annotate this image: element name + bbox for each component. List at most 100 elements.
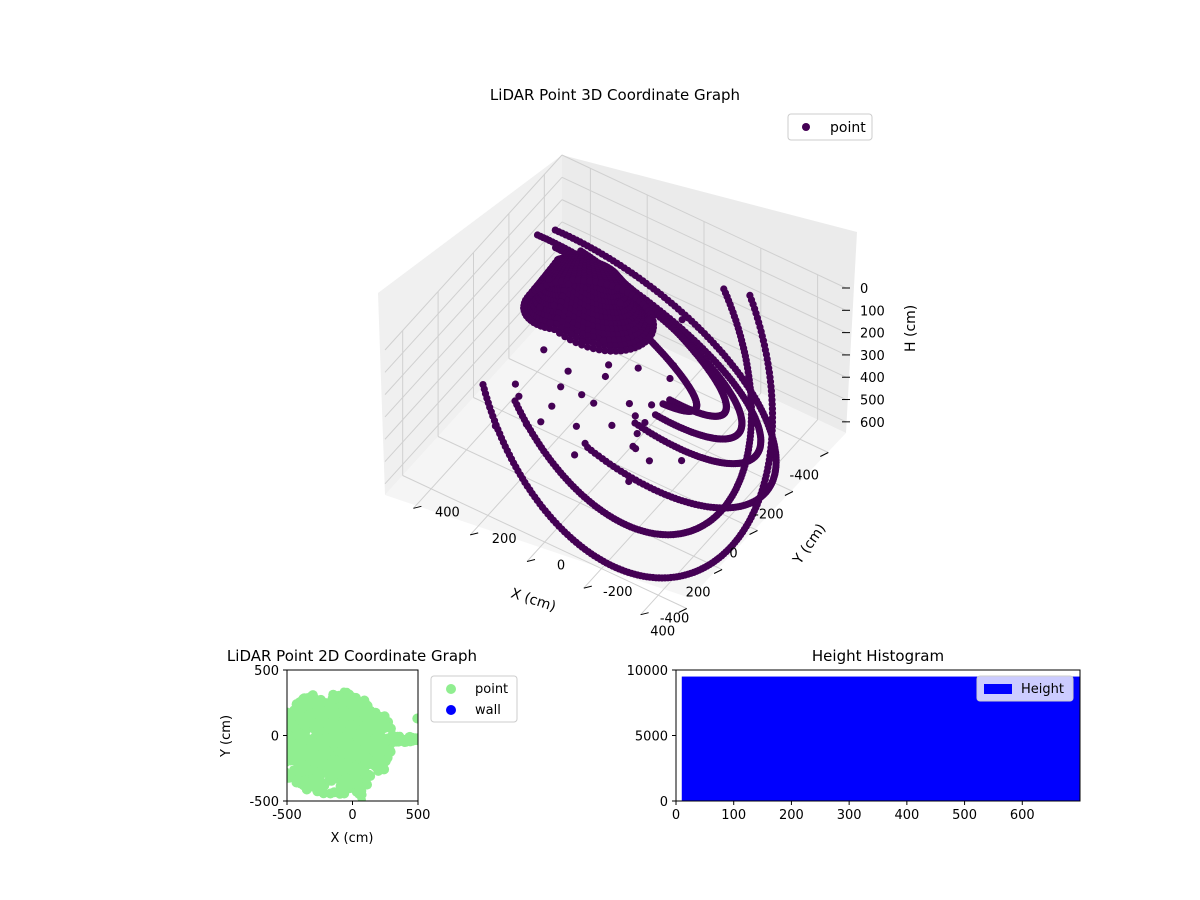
point-marker bbox=[578, 391, 586, 399]
point-marker bbox=[571, 451, 579, 459]
point-marker bbox=[625, 400, 634, 408]
point-marker bbox=[345, 753, 356, 763]
point-marker bbox=[631, 419, 639, 427]
hist-title: Height Histogram bbox=[812, 647, 944, 665]
point-marker bbox=[548, 402, 556, 410]
x-tick-label: 0 bbox=[348, 808, 356, 823]
grid-right-z bbox=[561, 221, 847, 356]
point-marker bbox=[564, 367, 572, 375]
hist-legend-box bbox=[976, 675, 1074, 702]
point-marker bbox=[292, 775, 303, 785]
point-marker bbox=[318, 788, 329, 799]
point-marker bbox=[560, 287, 568, 295]
point-marker bbox=[310, 773, 321, 784]
y-tick bbox=[413, 505, 422, 509]
y-tick-label: 0 bbox=[660, 795, 668, 810]
y-tick bbox=[470, 532, 479, 536]
point-marker bbox=[372, 732, 381, 741]
point-marker bbox=[648, 401, 656, 409]
z-tick-label: 500 bbox=[860, 394, 885, 409]
point-marker bbox=[394, 734, 403, 743]
y-tick bbox=[583, 585, 592, 589]
point-marker bbox=[479, 381, 487, 389]
x-tick bbox=[749, 530, 758, 535]
point-marker bbox=[340, 697, 349, 706]
point-marker bbox=[341, 773, 351, 784]
point-marker bbox=[537, 418, 545, 426]
y-tick-label: 5000 bbox=[635, 730, 668, 745]
z-tick-label: 0 bbox=[860, 282, 868, 297]
z-tick-label: 100 bbox=[860, 304, 885, 319]
x-tick-label: 400 bbox=[650, 625, 675, 640]
x-tick bbox=[784, 491, 794, 496]
point-cloud-2d bbox=[287, 687, 418, 801]
point-marker bbox=[603, 280, 611, 288]
point-marker bbox=[365, 736, 374, 745]
point-marker bbox=[343, 691, 352, 700]
point-marker bbox=[557, 298, 565, 306]
point-cloud-3d bbox=[479, 226, 780, 582]
point-marker bbox=[566, 336, 575, 344]
point-marker bbox=[350, 692, 361, 703]
y-tick-label: -400 bbox=[660, 612, 690, 627]
z-tick-label: 200 bbox=[860, 327, 885, 342]
point-marker bbox=[321, 747, 332, 758]
grid-right-z bbox=[561, 199, 847, 334]
z-tick-label: 600 bbox=[860, 416, 885, 431]
point-marker bbox=[287, 737, 297, 748]
point-marker bbox=[581, 439, 589, 447]
point-marker bbox=[311, 721, 322, 732]
point-marker bbox=[305, 708, 316, 719]
grid-left-z bbox=[384, 154, 563, 351]
grid-floor-y bbox=[640, 419, 818, 616]
point-marker bbox=[557, 277, 566, 285]
x-tick-label: 300 bbox=[837, 808, 862, 823]
point-marker bbox=[641, 419, 649, 427]
y-tick-label: -500 bbox=[249, 795, 279, 810]
y-tick-label: 0 bbox=[557, 559, 565, 574]
point-marker bbox=[564, 280, 573, 288]
axes-2d: -500 0 500 -500 0 500 bbox=[249, 664, 430, 823]
chart2d-legend-marker-point bbox=[446, 684, 456, 694]
x-tick-label: 400 bbox=[894, 808, 919, 823]
point-marker bbox=[412, 713, 418, 724]
point-marker bbox=[631, 412, 639, 420]
point-marker bbox=[324, 774, 335, 785]
chart3d-legend: point bbox=[787, 113, 873, 141]
point-marker bbox=[572, 333, 581, 341]
y-tick bbox=[640, 612, 649, 616]
point-marker bbox=[612, 347, 620, 355]
chart3d-legend-box bbox=[787, 113, 873, 141]
z-tick-label: 400 bbox=[860, 371, 885, 386]
point-marker bbox=[634, 364, 642, 372]
point-marker bbox=[580, 277, 588, 285]
point-marker bbox=[584, 343, 592, 351]
point-marker bbox=[293, 727, 304, 738]
point-marker bbox=[632, 445, 640, 453]
chart2d-xlabel: X (cm) bbox=[331, 831, 374, 846]
point-marker bbox=[315, 757, 326, 768]
axes-3d: -400-2000200400-400-20002004000100200300… bbox=[413, 282, 885, 640]
point-marker bbox=[611, 342, 619, 350]
point-marker bbox=[536, 303, 544, 311]
x-tick-label: 500 bbox=[952, 808, 977, 823]
point-marker bbox=[327, 702, 338, 713]
point-marker bbox=[670, 362, 678, 370]
grid-floor-y bbox=[413, 312, 591, 509]
point-marker bbox=[287, 727, 290, 737]
point-marker bbox=[562, 327, 570, 335]
hist-legend-label: Height bbox=[1021, 682, 1064, 697]
x-tick bbox=[713, 569, 723, 574]
point-marker bbox=[558, 292, 567, 301]
point-marker bbox=[332, 728, 343, 739]
point-marker bbox=[561, 333, 569, 341]
point-marker bbox=[349, 710, 360, 721]
point-marker bbox=[343, 742, 353, 753]
pane-floor bbox=[385, 300, 846, 598]
grid-right-z bbox=[561, 154, 847, 289]
x-tick-label: -500 bbox=[272, 808, 302, 823]
point-marker bbox=[606, 347, 615, 355]
point-marker bbox=[328, 760, 339, 771]
pane-right bbox=[562, 155, 857, 433]
point-marker bbox=[572, 339, 580, 347]
